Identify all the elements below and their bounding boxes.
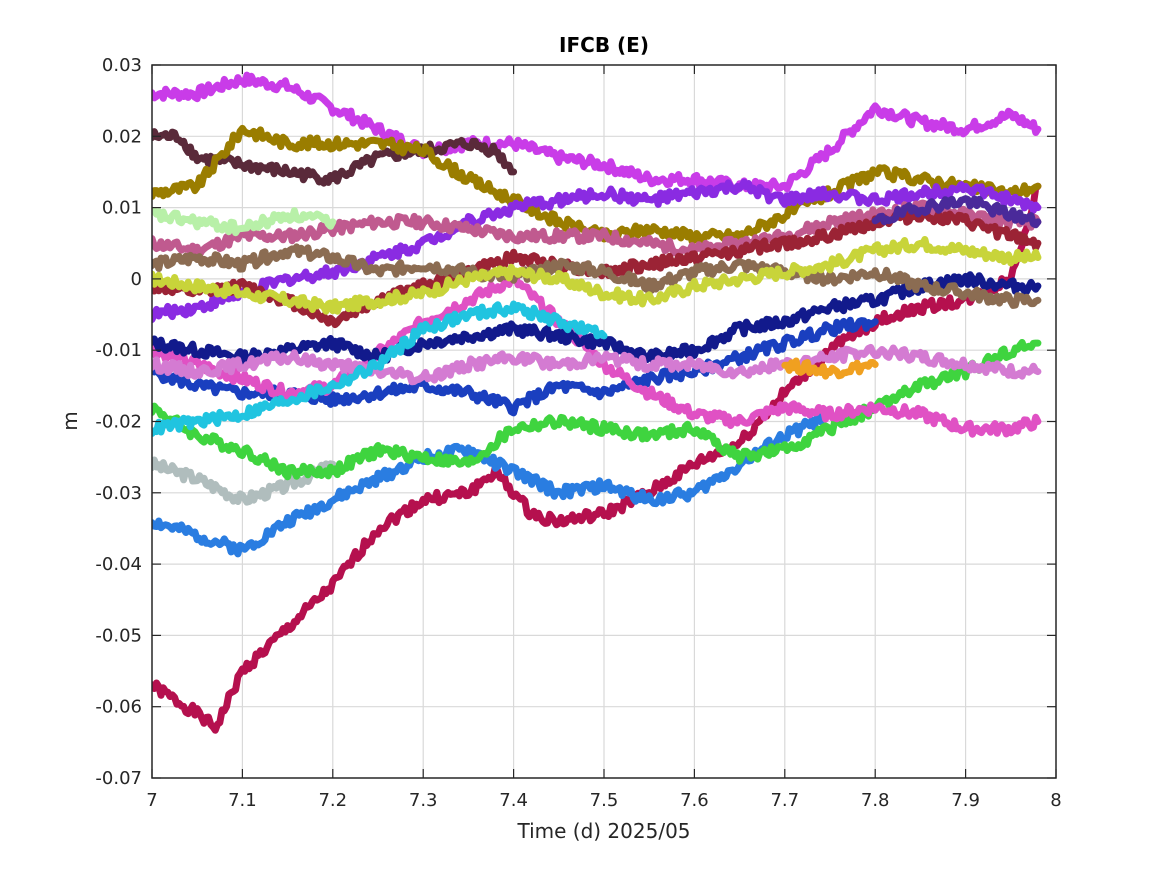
series-line-16 <box>152 300 608 437</box>
x-tick-label: 7.2 <box>318 790 347 811</box>
y-tick-label: -0.02 <box>95 412 142 433</box>
y-tick-label: 0.01 <box>102 198 142 219</box>
x-tick-label: 7.7 <box>770 790 799 811</box>
x-tick-label: 7.3 <box>409 790 438 811</box>
series-line-14 <box>152 243 1042 309</box>
series-layer <box>152 71 1042 734</box>
series-line-11 <box>152 199 1042 259</box>
y-tick-label: 0.02 <box>102 126 142 147</box>
series-line-4 <box>152 339 1042 481</box>
chart-title: IFCB (E) <box>559 33 649 57</box>
series-line-17 <box>152 236 1042 315</box>
x-tick-label: 7 <box>146 790 157 811</box>
x-tick-label: 7.8 <box>861 790 890 811</box>
y-tick-label: -0.06 <box>95 697 142 718</box>
x-tick-label: 8 <box>1050 790 1061 811</box>
tick-labels: 7 7.1 7.2 7.3 7.4 7.5 7.6 7.7 7.8 7.9 8 0.03 0.02 0.0… <box>95 55 1061 811</box>
series-line-15 <box>152 343 1042 386</box>
x-tick-label: 7.9 <box>951 790 980 811</box>
series-line-20 <box>781 357 879 380</box>
y-tick-label: -0.01 <box>95 340 142 361</box>
series-line-18 <box>152 207 337 237</box>
y-tick-label: -0.05 <box>95 625 142 646</box>
x-tick-label: 7.5 <box>590 790 619 811</box>
y-tick-label: -0.03 <box>95 483 142 504</box>
ticks <box>151 64 1057 779</box>
y-tick-label: -0.07 <box>95 768 142 789</box>
x-tick-label: 7.4 <box>499 790 528 811</box>
y-axis-label: m <box>58 411 82 430</box>
x-axis-label: Time (d) 2025/05 <box>516 819 690 843</box>
x-tick-label: 7.6 <box>680 790 709 811</box>
series-line-2 <box>152 409 834 558</box>
y-tick-label: 0.03 <box>102 55 142 76</box>
y-tick-label: -0.04 <box>95 554 142 575</box>
series-line-1 <box>152 182 1042 734</box>
series-line-3 <box>152 456 337 506</box>
series-line-9 <box>152 124 1042 245</box>
x-tick-label: 7.1 <box>228 790 257 811</box>
series-line-13 <box>152 271 1042 367</box>
series-line-19 <box>871 195 1042 229</box>
y-tick-label: 0 <box>131 269 142 290</box>
series-line-10 <box>152 178 1042 323</box>
series-line-7 <box>152 71 1042 194</box>
